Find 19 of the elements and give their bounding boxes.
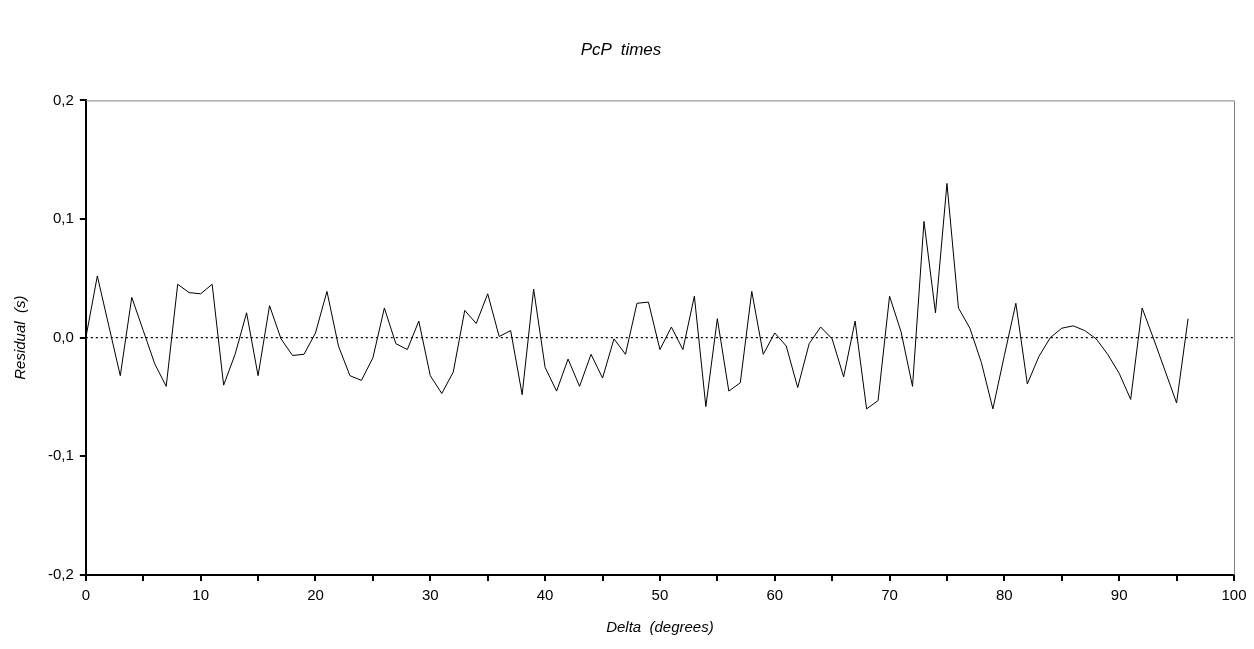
x-tick-label: 60 [766,586,784,604]
x-tick-label: 40 [536,586,554,604]
x-tick-label: 20 [307,586,324,604]
x-tick-label: 10 [192,586,210,604]
x-tick-label: 90 [1110,586,1128,604]
y-tick-label: -0,2 [47,565,74,583]
y-tick-label: 0,0 [52,327,74,345]
y-tick-label: -0,1 [47,446,74,464]
y-tick-label: 0,1 [52,209,74,227]
x-tick-label: 100 [1221,586,1247,604]
x-tick-label: 30 [421,586,439,604]
y-axis-title: Residual (s) [11,295,29,380]
x-tick-label: 50 [651,586,669,604]
x-tick-label: 80 [996,586,1013,604]
chart-title: PcP times [580,39,662,59]
x-axis-title: Delta (degrees) [606,618,714,636]
x-tick-label: 0 [81,586,91,604]
x-tick-label: 70 [881,586,898,604]
y-tick-label: 0,2 [52,90,74,108]
